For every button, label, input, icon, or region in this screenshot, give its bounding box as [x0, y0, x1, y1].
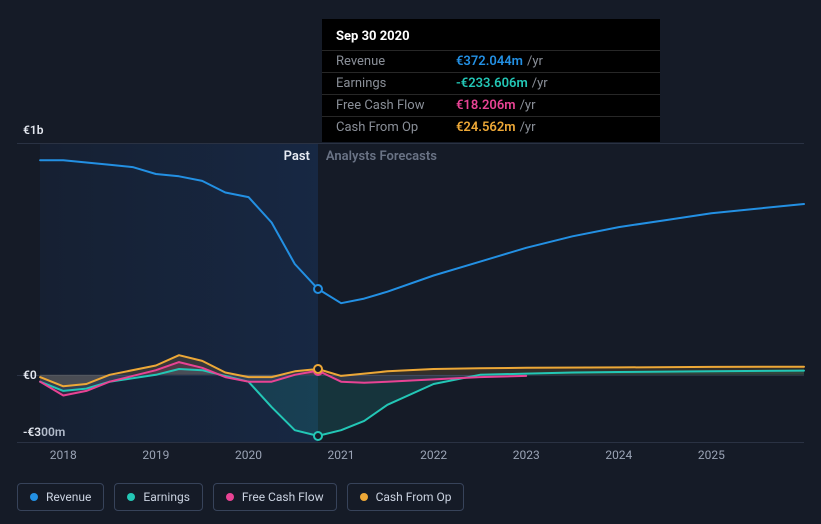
chart-svg — [17, 144, 804, 444]
legend: Revenue Earnings Free Cash Flow Cash From O… — [17, 483, 464, 511]
chart-tooltip: Sep 30 2020 Revenue€372.044m/yrEarnings-… — [322, 19, 660, 142]
revenue-marker — [313, 284, 323, 294]
legend-item-cfo[interactable]: Cash From Op — [347, 483, 465, 511]
legend-dot-icon — [226, 493, 234, 501]
legend-label: Revenue — [46, 490, 91, 504]
revenue-line — [40, 160, 804, 303]
earnings-marker — [313, 431, 323, 441]
tooltip-row-unit: /yr — [532, 76, 548, 91]
tooltip-row-earnings: Earnings-€233.606m/yr — [322, 72, 660, 94]
x-axis-label: 2019 — [142, 448, 169, 462]
legend-item-fcf[interactable]: Free Cash Flow — [213, 483, 337, 511]
tooltip-row-fcf: Free Cash Flow€18.206m/yr — [322, 94, 660, 116]
legend-label: Earnings — [143, 490, 190, 504]
tooltip-row-revenue: Revenue€372.044m/yr — [322, 50, 660, 72]
legend-dot-icon — [360, 493, 368, 501]
tooltip-row-label: Free Cash Flow — [336, 98, 456, 113]
tooltip-row-value: €24.562m — [456, 120, 516, 135]
x-axis-labels: 2018 2019 2020 2021 2022 2023 2024 2025 — [17, 448, 804, 468]
legend-item-revenue[interactable]: Revenue — [17, 483, 104, 511]
x-axis-label: 2018 — [50, 448, 77, 462]
x-axis-label: 2020 — [235, 448, 262, 462]
tooltip-row-cfo: Cash From Op€24.562m/yr — [322, 116, 660, 138]
legend-item-earnings[interactable]: Earnings — [114, 483, 203, 511]
tooltip-row-label: Revenue — [336, 54, 456, 69]
tooltip-row-unit: /yr — [527, 54, 543, 69]
plot-area[interactable]: €1b€0-€300mPastAnalysts Forecasts — [17, 143, 804, 443]
tooltip-row-label: Cash From Op — [336, 120, 456, 135]
x-axis-label: 2025 — [698, 448, 725, 462]
x-axis-label: 2024 — [605, 448, 632, 462]
legend-dot-icon — [127, 493, 135, 501]
tooltip-row-unit: /yr — [520, 98, 536, 113]
tooltip-date: Sep 30 2020 — [322, 27, 660, 50]
legend-dot-icon — [30, 493, 38, 501]
tooltip-row-unit: /yr — [520, 120, 536, 135]
x-axis-label: 2023 — [513, 448, 540, 462]
x-axis-label: 2021 — [328, 448, 355, 462]
tooltip-row-value: €18.206m — [456, 98, 516, 113]
tooltip-row-value: €372.044m — [456, 54, 523, 69]
y-axis-label: €1b — [23, 123, 43, 137]
tooltip-row-value: -€233.606m — [456, 76, 528, 91]
cfo-marker — [313, 364, 323, 374]
legend-label: Free Cash Flow — [242, 490, 324, 504]
tooltip-row-label: Earnings — [336, 76, 456, 91]
x-axis-label: 2022 — [420, 448, 447, 462]
legend-label: Cash From Op — [376, 490, 452, 504]
